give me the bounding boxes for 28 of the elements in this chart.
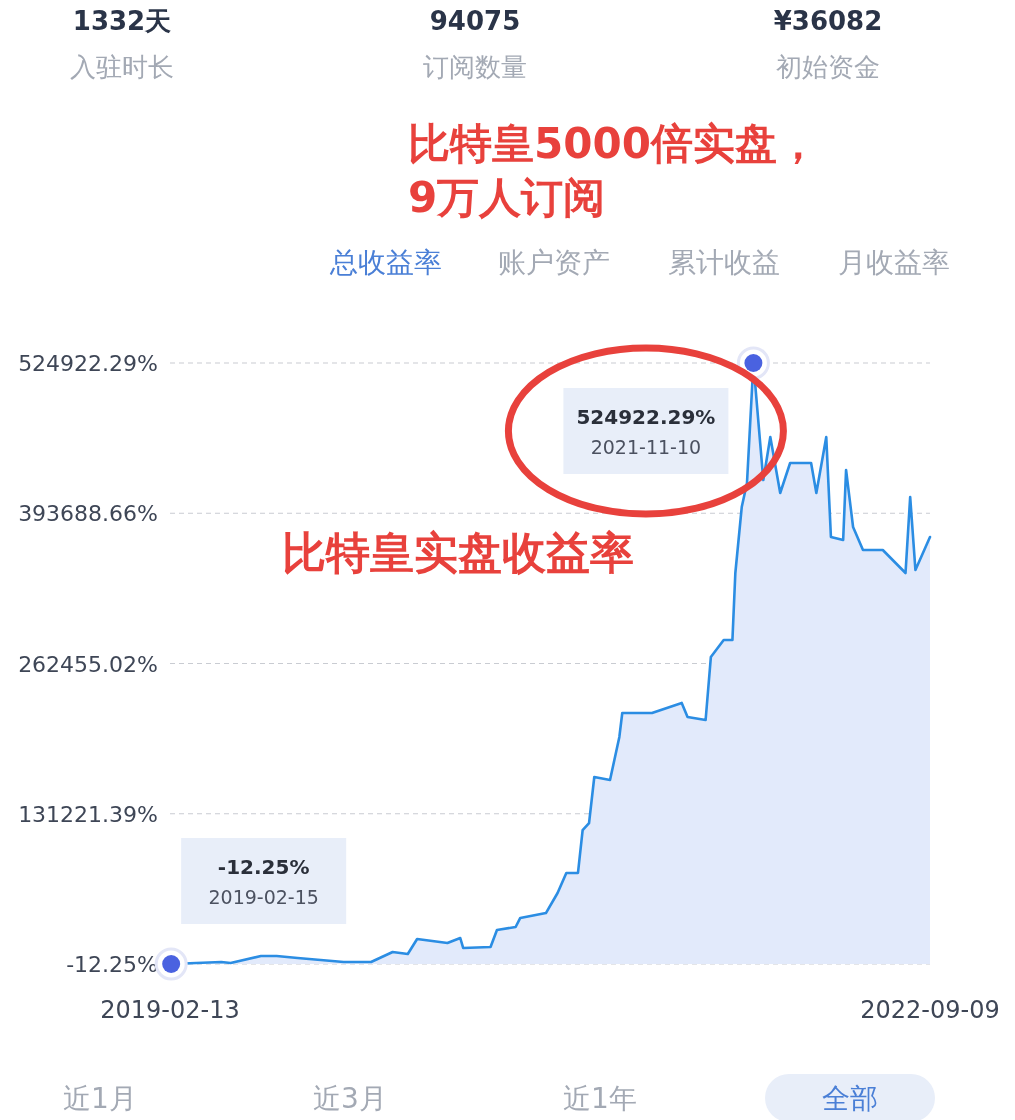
text: 月收益率 xyxy=(838,246,950,279)
text: 初始资金 xyxy=(776,52,880,82)
text: 累计收益 xyxy=(668,246,780,279)
x-tick-label: 2022-09-09 xyxy=(860,996,1000,1024)
annotation: -12.25% xyxy=(217,855,310,879)
y-tick-label: 393688.66% xyxy=(18,501,158,527)
text: 9万人订阅 xyxy=(408,173,606,222)
text: 入驻时长 xyxy=(70,52,174,82)
annotation: 2021-11-10 xyxy=(590,436,702,458)
annotation: 524922.29% xyxy=(576,405,716,429)
x-tick-label: 2019-02-13 xyxy=(100,996,240,1024)
y-tick-label: 131221.39% xyxy=(18,801,158,827)
y-tick-label: -12.25% xyxy=(66,952,158,977)
text: 近1月 xyxy=(63,1082,137,1115)
text: 近1年 xyxy=(563,1082,637,1115)
text: 总收益率 xyxy=(329,246,442,279)
y-tick-label: 262455.02% xyxy=(18,651,158,677)
text: 全部 xyxy=(822,1082,878,1115)
text: ¥36082 xyxy=(773,6,883,36)
annotation: 2019-02-15 xyxy=(208,886,319,908)
annotation: 比特皇实盘收益率 xyxy=(282,527,634,578)
y-tick-label: 524922.29% xyxy=(18,351,158,376)
text: 账户资产 xyxy=(498,246,610,279)
text: 近3月 xyxy=(313,1082,387,1115)
text: 1332天 xyxy=(72,6,172,36)
text: 94075 xyxy=(429,6,521,36)
text: 订阅数量 xyxy=(423,52,527,82)
text: 比特皇5000倍实盘， xyxy=(408,119,819,168)
